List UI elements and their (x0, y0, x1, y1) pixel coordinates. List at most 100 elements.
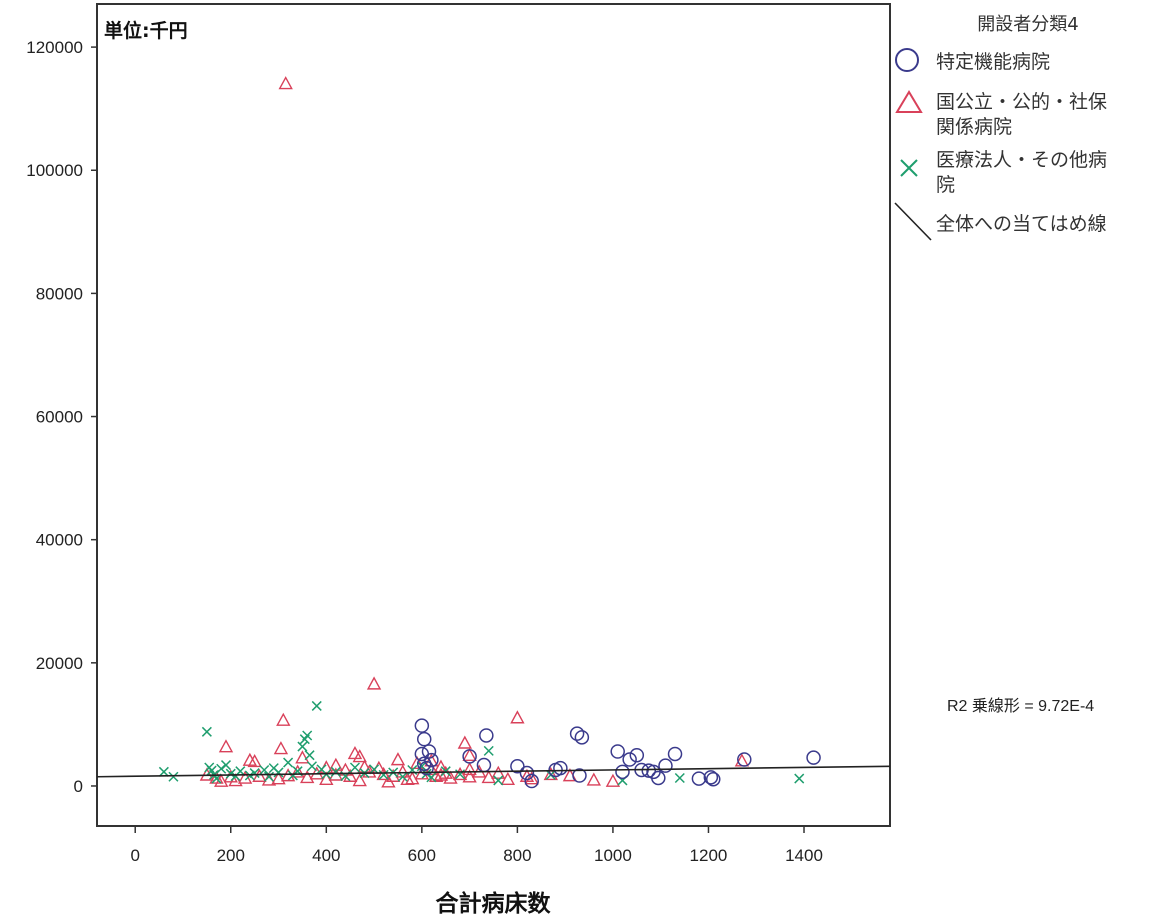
data-point-cross (349, 762, 360, 773)
data-point-circle (572, 768, 587, 783)
x-axis-label: 合計病床数 (436, 890, 552, 917)
data-point-triangle (381, 774, 396, 788)
data-point-triangle (462, 769, 477, 783)
data-point-circle (651, 770, 666, 786)
data-points (158, 76, 821, 789)
x-tick-label: 200 (217, 846, 245, 865)
r2-annotation: R2 乗線形 = 9.72E-4 (947, 697, 1094, 715)
y-tick-label: 40000 (36, 531, 83, 550)
data-point-cross (249, 768, 260, 779)
unit-note: 単位:千円 (104, 19, 188, 42)
data-point-circle (705, 771, 721, 787)
y-tick-label: 60000 (36, 408, 83, 427)
data-point-cross (273, 767, 284, 778)
data-point-cross (306, 761, 318, 772)
data-point-cross (220, 760, 232, 771)
data-point-circle (553, 760, 568, 776)
data-point-triangle (352, 773, 367, 787)
data-point-triangle (271, 771, 286, 785)
data-point-triangle (500, 771, 516, 786)
data-point-triangle (290, 764, 305, 778)
data-point-triangle (424, 753, 439, 767)
data-point-triangle (452, 766, 468, 781)
data-point-triangle (524, 771, 539, 785)
data-point-triangle (295, 750, 310, 764)
data-point-cross (259, 764, 270, 775)
legend-label-iryohojin-2: 院 (936, 174, 955, 196)
data-point-triangle (481, 770, 496, 784)
data-point-circle (574, 730, 590, 745)
y-tick-label: 120000 (26, 38, 83, 57)
data-point-cross (416, 761, 427, 772)
data-point-circle (424, 752, 439, 768)
legend-label-kokukoritsu-1: 国公立・公的・社保 (936, 91, 1107, 113)
data-point-triangle (247, 754, 262, 768)
data-point-triangle (443, 770, 458, 784)
x-tick-label: 1200 (690, 846, 728, 865)
legend: 開設者分類4 特定機能病院 国公立・公的・社保 関係病院 医療法人・その他病 院… (894, 14, 1107, 241)
data-point-circle (737, 752, 752, 767)
data-point-triangle (491, 765, 506, 779)
data-point-triangle (605, 773, 621, 787)
data-point-triangle (278, 76, 293, 90)
x-tick-label: 800 (503, 846, 531, 865)
data-point-triangle (433, 767, 449, 781)
data-point-triangle (280, 768, 296, 782)
data-point-circle (703, 770, 719, 785)
x-tick-label: 1400 (785, 846, 823, 865)
data-point-cross (158, 766, 169, 777)
legend-title: 開設者分類4 (977, 14, 1078, 35)
data-point-cross (283, 757, 294, 768)
data-point-circle (479, 728, 494, 743)
legend-label-tokutei: 特定機能病院 (936, 51, 1050, 73)
data-point-circle (414, 718, 430, 733)
data-point-triangle (457, 735, 473, 749)
x-tick-label: 400 (312, 846, 340, 865)
data-point-circle (569, 726, 585, 741)
data-point-cross (674, 772, 685, 784)
data-point-circle (691, 771, 707, 786)
data-point-circle (421, 744, 437, 759)
data-point-circle (806, 750, 821, 765)
legend-label-kokukoritsu-2: 関係病院 (936, 116, 1012, 138)
data-point-circle (610, 744, 625, 759)
data-point-circle (519, 765, 535, 781)
data-point-circle (524, 773, 539, 789)
data-point-cross (302, 730, 313, 741)
data-point-triangle (510, 710, 525, 724)
data-point-cross (493, 775, 504, 786)
data-point-cross (216, 763, 227, 774)
data-point-cross (483, 745, 494, 756)
data-point-circle (622, 752, 637, 767)
data-point-circle (629, 747, 645, 763)
data-point-triangle (273, 741, 289, 755)
data-point-triangle (276, 712, 291, 726)
y-tick-label: 80000 (36, 284, 83, 303)
data-point-cross (225, 768, 236, 779)
legend-fit-line-icon (894, 202, 932, 241)
data-point-triangle (300, 770, 315, 784)
legend-label-fit-line: 全体への当てはめ線 (936, 213, 1107, 235)
data-point-circle (658, 758, 673, 773)
data-point-triangle (218, 739, 234, 753)
data-point-triangle (376, 766, 391, 781)
y-tick-label: 20000 (36, 654, 83, 673)
y-tick-label: 0 (74, 777, 83, 796)
data-point-cross (794, 773, 805, 784)
x-axis: 0 200 400 600 800 1000 1200 1400 (130, 826, 823, 865)
x-tick-label: 0 (130, 846, 139, 865)
data-point-cross (330, 766, 341, 777)
data-point-triangle (390, 752, 406, 766)
data-point-cross (378, 769, 389, 780)
fit-line (96, 765, 891, 778)
data-point-triangle (462, 762, 477, 776)
data-point-cross (440, 766, 451, 777)
data-point-triangle (462, 747, 477, 762)
legend-label-iryohojin-1: 医療法人・その他病 (936, 149, 1107, 171)
data-point-triangle (319, 771, 334, 786)
data-point-cross (201, 726, 212, 737)
data-point-triangle (409, 755, 425, 770)
x-tick-label: 1000 (594, 846, 632, 865)
legend-triangle-icon (895, 90, 923, 113)
